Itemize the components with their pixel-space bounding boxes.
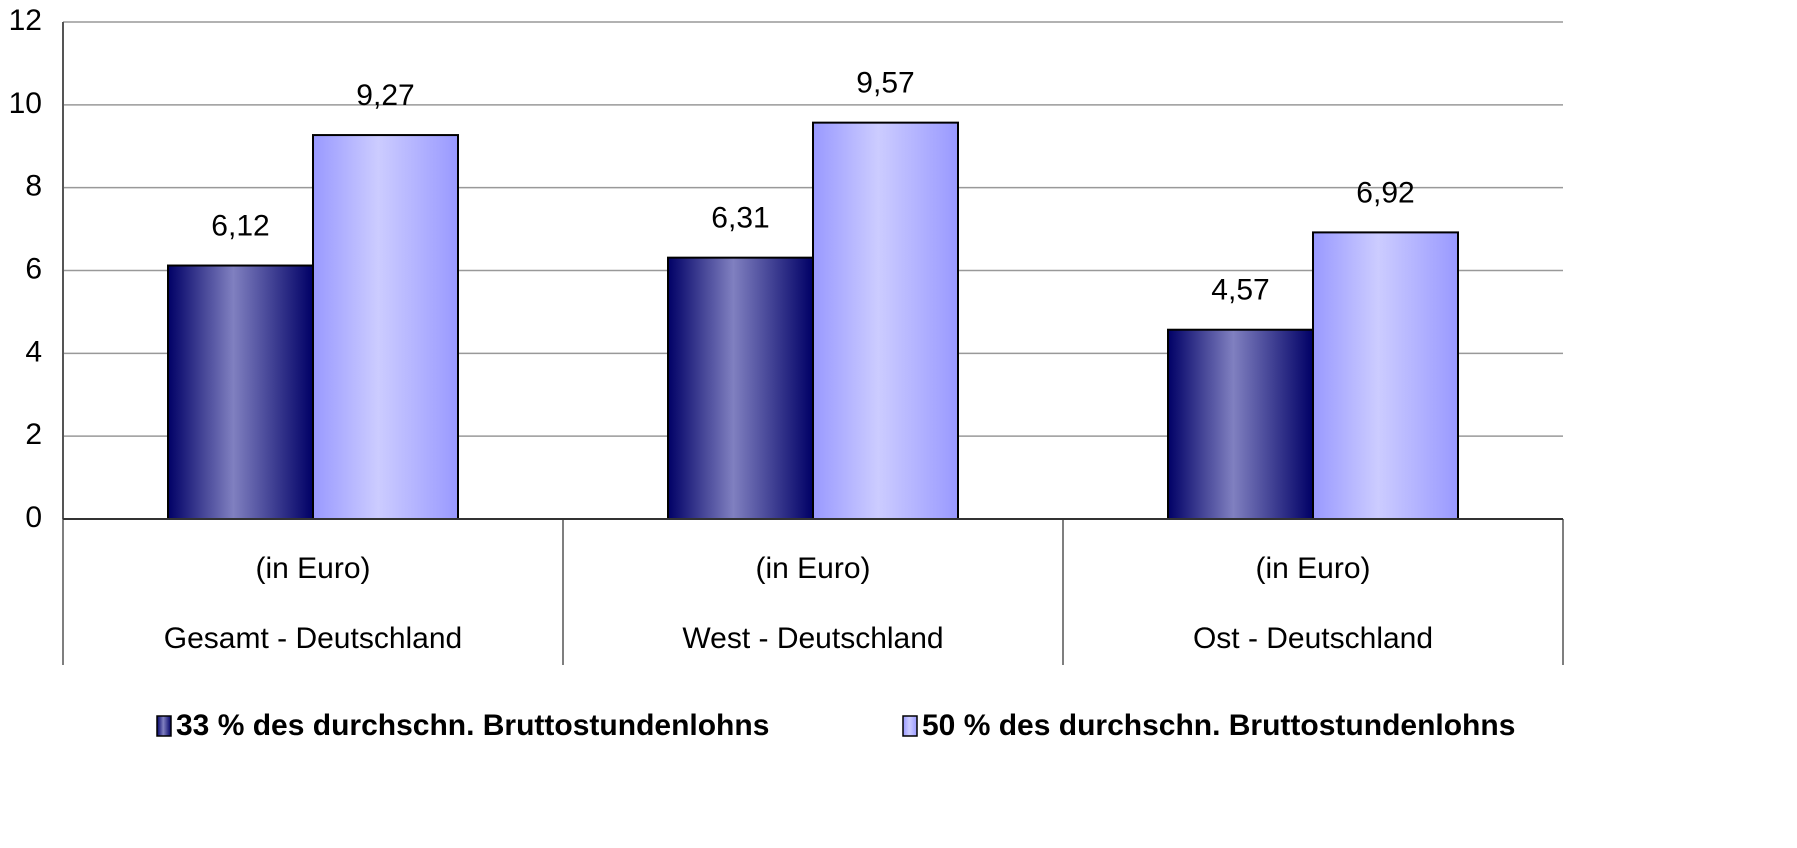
bar	[1312, 231, 1459, 520]
data-label: 6,31	[711, 202, 769, 235]
y-tick-label: 2	[25, 418, 42, 451]
data-label: 4,57	[1211, 274, 1269, 307]
x-tick-label: West - Deutschland	[682, 622, 943, 655]
legend-text: 50 % des durchschn. Bruttostundenlohns	[922, 709, 1515, 742]
legend-text: 33 % des durchschn. Bruttostundenlohns	[176, 709, 769, 742]
x-sub-label: (in Euro)	[755, 552, 870, 585]
data-label: 9,57	[856, 67, 914, 100]
x-sub-label: (in Euro)	[1255, 552, 1370, 585]
bar	[812, 121, 959, 521]
x-tick-label: Ost - Deutschland	[1193, 622, 1433, 655]
y-tick-label: 6	[25, 252, 42, 285]
bar	[1167, 328, 1314, 520]
y-tick-label: 8	[25, 170, 42, 203]
x-sub-label: (in Euro)	[255, 552, 370, 585]
legend-marker	[156, 715, 172, 737]
data-label: 6,12	[211, 209, 269, 242]
x-tick-label: Gesamt - Deutschland	[164, 622, 462, 655]
y-tick-label: 4	[25, 335, 42, 368]
y-tick-label: 0	[25, 501, 42, 534]
data-label: 6,92	[1356, 176, 1414, 209]
y-tick-label: 12	[9, 4, 42, 37]
bar	[667, 256, 814, 520]
data-label: 9,27	[356, 79, 414, 112]
y-tick-label: 10	[9, 87, 42, 120]
legend-marker	[902, 715, 918, 737]
bar	[312, 134, 459, 520]
bar	[167, 264, 314, 520]
